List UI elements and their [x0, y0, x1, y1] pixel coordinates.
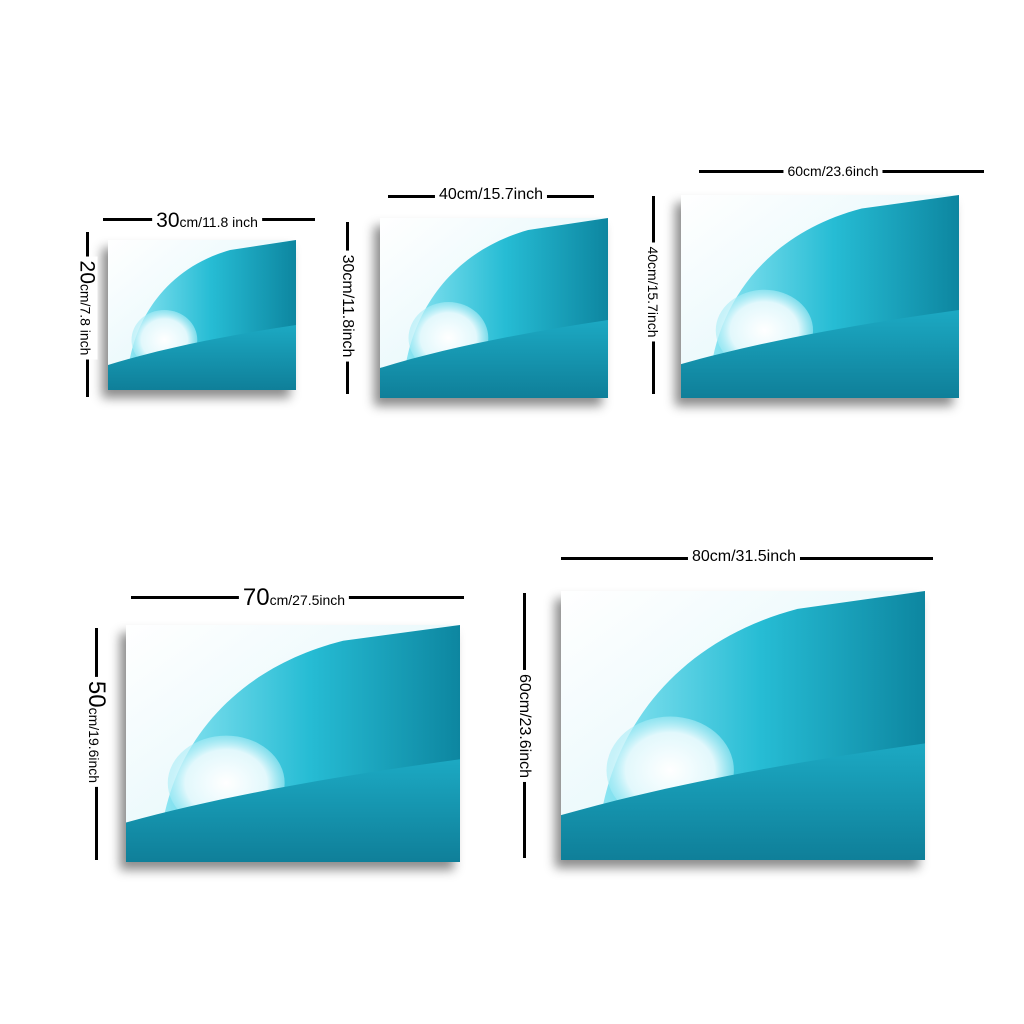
canvas-print-size-1: [108, 240, 296, 390]
canvas-print-size-2: [380, 218, 608, 398]
width-dimension-label: 30cm/11.8 inch: [152, 210, 262, 231]
wave-image: [126, 625, 460, 862]
height-dimension-label: 50cm/19.6inch: [83, 676, 110, 788]
width-dimension-label: 80cm/31.5inch: [687, 549, 801, 565]
width-dimension-label: 70cm/27.5inch: [238, 586, 350, 610]
wave-image: [681, 195, 959, 398]
width-dimension-label: 60cm/23.6inch: [783, 164, 883, 178]
canvas-print-size-4: [126, 625, 460, 862]
height-dimension-label: 30cm/11.8inch: [339, 250, 356, 362]
canvas-print-size-3: [681, 195, 959, 398]
width-dimension-label: 40cm/15.7inch: [434, 187, 548, 203]
height-dimension-label: 20cm/7.8 inch: [76, 256, 99, 360]
wave-image: [380, 218, 608, 398]
height-dimension-label: 40cm/15.7inch: [645, 242, 661, 342]
canvas-print-size-5: [561, 591, 925, 860]
height-dimension-label: 60cm/23.6inch: [516, 669, 533, 783]
wave-image: [561, 591, 925, 860]
wave-image: [108, 240, 296, 390]
